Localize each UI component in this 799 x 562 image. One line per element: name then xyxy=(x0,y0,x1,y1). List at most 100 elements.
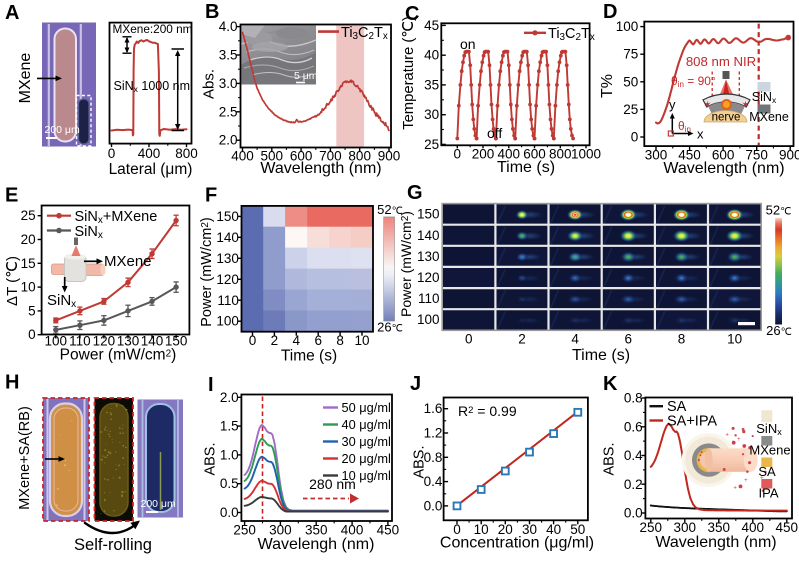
svg-text:0.5: 0.5 xyxy=(220,476,239,491)
svg-text:Wavelength (nm): Wavelength (nm) xyxy=(663,160,784,177)
svg-text:750: 750 xyxy=(745,148,768,163)
svg-text:H: H xyxy=(5,372,19,394)
svg-text:Lateral (μm): Lateral (μm) xyxy=(109,161,193,178)
svg-text:300: 300 xyxy=(674,520,697,535)
svg-text:400: 400 xyxy=(498,147,521,162)
svg-text:4: 4 xyxy=(293,333,301,348)
svg-text:900: 900 xyxy=(779,148,799,163)
svg-text:nerve: nerve xyxy=(712,112,741,124)
svg-text:MXene:200 nm: MXene:200 nm xyxy=(113,22,193,36)
svg-text:+: + xyxy=(733,485,737,491)
svg-text:600: 600 xyxy=(712,148,735,163)
svg-text:5 μm: 5 μm xyxy=(294,70,318,82)
svg-text:10: 10 xyxy=(727,332,742,347)
svg-text:250: 250 xyxy=(640,520,663,535)
svg-text:B: B xyxy=(205,1,219,23)
svg-text:20: 20 xyxy=(21,232,36,247)
svg-text:120: 120 xyxy=(216,272,239,287)
svg-text:25: 25 xyxy=(424,137,439,152)
svg-text:300: 300 xyxy=(645,148,668,163)
svg-text:400: 400 xyxy=(138,146,161,161)
svg-text:SA+IPA: SA+IPA xyxy=(667,414,717,430)
svg-text:0: 0 xyxy=(465,332,473,347)
svg-text:8: 8 xyxy=(336,333,344,348)
svg-text:D: D xyxy=(603,1,617,23)
svg-text:+: + xyxy=(744,478,748,484)
svg-text:2: 2 xyxy=(271,333,279,348)
svg-text:0.8: 0.8 xyxy=(424,450,443,465)
svg-text:3.5: 3.5 xyxy=(219,48,238,63)
svg-text:Ti3C2Tx: Ti3C2Tx xyxy=(548,26,595,43)
svg-text:Time (s): Time (s) xyxy=(572,347,630,364)
svg-text:280 nm: 280 nm xyxy=(309,476,356,492)
svg-text:130: 130 xyxy=(216,251,239,266)
svg-text:40: 40 xyxy=(546,522,561,537)
svg-text:900: 900 xyxy=(378,149,401,164)
svg-text:140: 140 xyxy=(417,228,440,243)
svg-text:400: 400 xyxy=(231,149,254,164)
svg-text:2.0: 2.0 xyxy=(220,390,239,405)
svg-text:SiNx 1000 nm: SiNx 1000 nm xyxy=(114,79,191,94)
svg-text:2.0: 2.0 xyxy=(219,133,238,148)
svg-text:130: 130 xyxy=(417,249,440,264)
svg-text:35: 35 xyxy=(424,77,439,92)
svg-text:0.4: 0.4 xyxy=(424,474,443,489)
svg-text:Self-rolling: Self-rolling xyxy=(74,536,152,554)
svg-text:x: x xyxy=(697,127,704,142)
svg-text:Temperature (℃): Temperature (℃) xyxy=(401,16,417,130)
svg-text:500: 500 xyxy=(261,149,284,164)
svg-text:0.0: 0.0 xyxy=(220,505,239,520)
svg-text:3.0: 3.0 xyxy=(219,76,238,91)
svg-text:25: 25 xyxy=(623,102,638,117)
svg-text:θin = 90°: θin = 90° xyxy=(671,74,716,89)
svg-text:C: C xyxy=(405,3,419,25)
svg-text:800: 800 xyxy=(175,146,198,161)
svg-text:ABS.: ABS. xyxy=(602,442,618,475)
svg-text:10: 10 xyxy=(474,522,489,537)
svg-text:6: 6 xyxy=(625,332,633,347)
svg-text:SA: SA xyxy=(758,464,776,479)
svg-text:20 μg/ml: 20 μg/ml xyxy=(342,451,391,466)
svg-text:Power (mW/cm2): Power (mW/cm2) xyxy=(199,217,215,327)
svg-text:200 μm: 200 μm xyxy=(141,498,176,510)
svg-text:350: 350 xyxy=(305,523,328,538)
svg-text:ABS.: ABS. xyxy=(203,442,219,475)
svg-text:J: J xyxy=(410,373,421,395)
svg-text:G: G xyxy=(407,182,423,204)
svg-text:1.2: 1.2 xyxy=(424,426,443,441)
svg-text:Wavelength (nm): Wavelength (nm) xyxy=(260,160,381,177)
svg-text:120: 120 xyxy=(417,270,440,285)
svg-text:600: 600 xyxy=(290,149,313,164)
svg-text:150: 150 xyxy=(417,207,440,222)
svg-text:T%: T% xyxy=(599,74,616,98)
svg-text:SiNx: SiNx xyxy=(47,292,76,310)
svg-text:400: 400 xyxy=(341,523,364,538)
svg-text:0: 0 xyxy=(249,333,257,348)
svg-text:+: + xyxy=(737,437,741,443)
svg-text:25: 25 xyxy=(21,208,36,223)
svg-text:SiNx: SiNx xyxy=(752,90,777,105)
svg-text:30: 30 xyxy=(522,522,537,537)
svg-text:+: + xyxy=(760,476,764,482)
svg-text:+: + xyxy=(725,432,729,438)
svg-text:52℃: 52℃ xyxy=(766,203,792,218)
svg-text:0.2: 0.2 xyxy=(624,477,643,492)
svg-text:2: 2 xyxy=(518,332,526,347)
svg-text:off: off xyxy=(487,125,502,141)
svg-text:10: 10 xyxy=(355,333,370,348)
svg-text:Power (mW/cm2): Power (mW/cm2) xyxy=(398,211,414,317)
svg-text:808 nm NIR: 808 nm NIR xyxy=(686,54,756,69)
svg-text:100: 100 xyxy=(45,334,68,349)
svg-text:✶: ✶ xyxy=(703,100,711,111)
svg-text:26℃: 26℃ xyxy=(377,320,403,335)
svg-text:0: 0 xyxy=(108,146,116,161)
svg-text:50: 50 xyxy=(623,74,638,89)
svg-text:100: 100 xyxy=(417,312,440,327)
svg-text:MXene: MXene xyxy=(749,443,790,458)
svg-text:E: E xyxy=(5,185,18,207)
svg-text:400: 400 xyxy=(742,520,765,535)
svg-text:IPA: IPA xyxy=(759,486,779,501)
svg-text:75: 75 xyxy=(623,47,638,62)
svg-text:A: A xyxy=(5,2,19,24)
svg-text:MXene: MXene xyxy=(17,53,34,104)
